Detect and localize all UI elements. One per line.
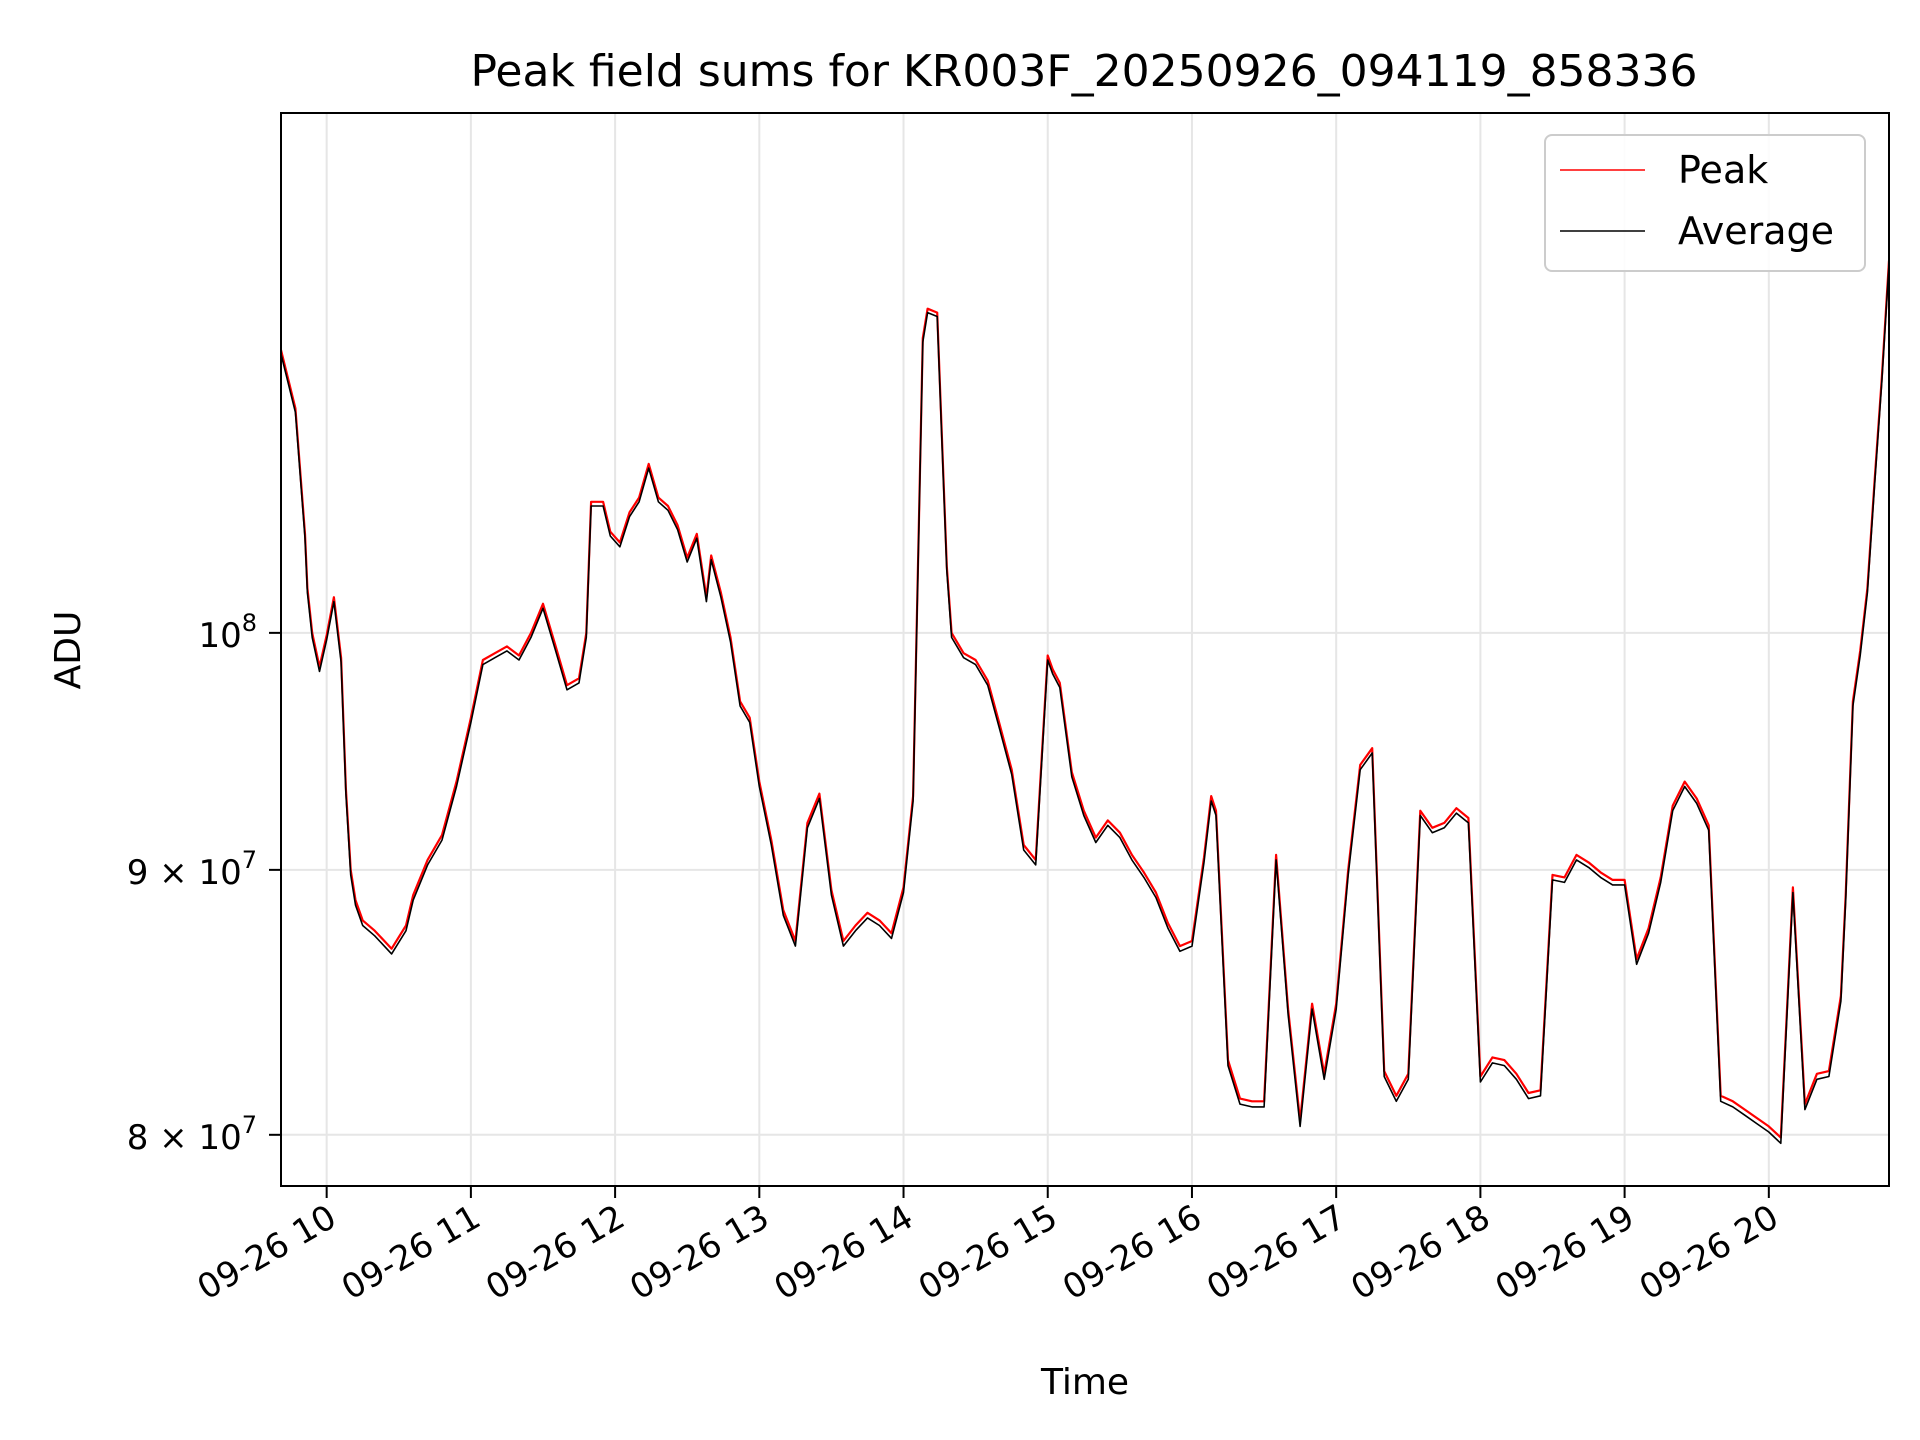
- legend-label-average: Average: [1678, 209, 1834, 253]
- series-line-peak: [281, 260, 1889, 1139]
- x-tick-label: 09-26 12: [479, 1197, 631, 1308]
- x-tick-label: 09-26 17: [1200, 1197, 1352, 1308]
- x-tick-label: 09-26 11: [335, 1197, 487, 1308]
- y-axis-label: ADU: [48, 611, 89, 690]
- x-tick-label: 09-26 20: [1633, 1197, 1785, 1308]
- x-tick-label: 09-26 13: [623, 1197, 775, 1308]
- legend-box: [1544, 134, 1866, 272]
- y-tick-exponent: 7: [242, 846, 257, 874]
- x-tick-label: 09-26 18: [1344, 1197, 1496, 1308]
- x-tick-label: 09-26 16: [1056, 1197, 1208, 1308]
- grid-lines: [281, 113, 1889, 1186]
- y-tick-base: 8 × 10: [127, 1118, 242, 1158]
- plot-area: [281, 260, 1889, 1145]
- x-tick-label: 09-26 14: [768, 1197, 920, 1308]
- y-tick-label: 108: [198, 609, 257, 656]
- y-tick-label: 9 × 107: [127, 846, 257, 893]
- chart-title: Peak field sums for KR003F_20250926_0941…: [470, 46, 1697, 97]
- x-tick-label: 09-26 10: [191, 1197, 343, 1308]
- legend: Peak Average: [1544, 134, 1866, 272]
- x-tick-label: 09-26 15: [912, 1197, 1064, 1308]
- y-tick-label: 8 × 107: [127, 1111, 257, 1158]
- x-tick-label: 09-26 19: [1489, 1197, 1641, 1308]
- y-tick-base: 9 × 10: [127, 853, 242, 893]
- y-tick-exponent: 7: [242, 1111, 257, 1139]
- x-axis-label: Time: [1040, 1362, 1129, 1403]
- y-tick-base: 10: [198, 616, 241, 656]
- y-tick-exponent: 8: [242, 609, 257, 637]
- series-line-average: [281, 264, 1889, 1145]
- plot-frame: [280, 112, 1890, 1187]
- legend-label-peak: Peak: [1678, 148, 1768, 192]
